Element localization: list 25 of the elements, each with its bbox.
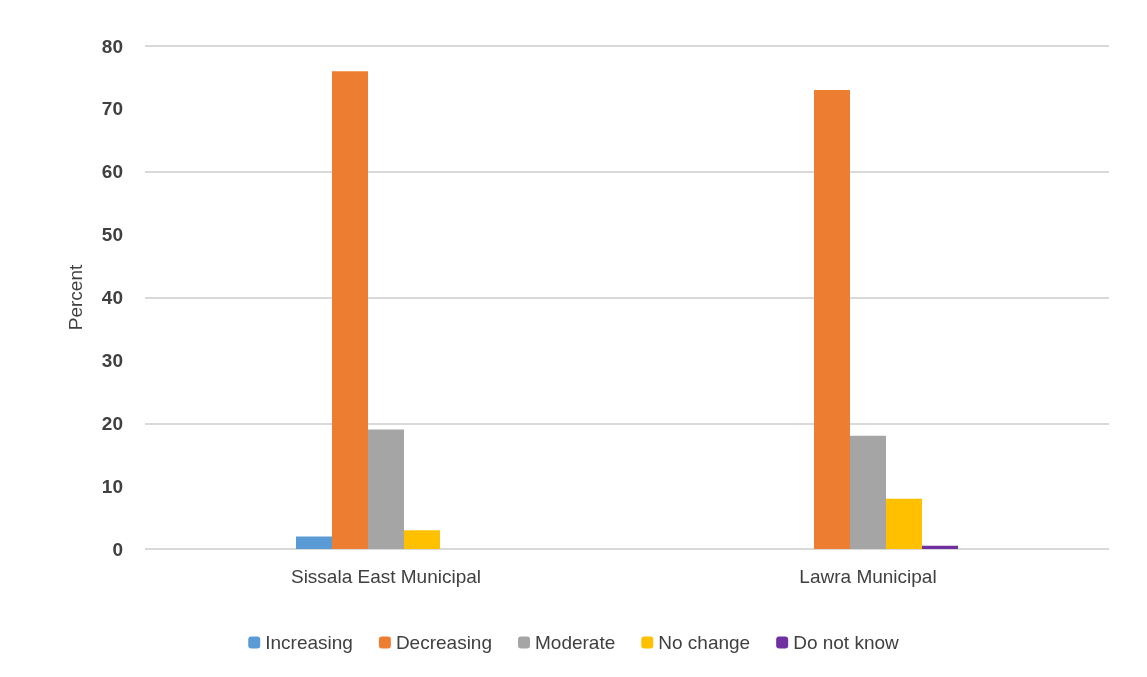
bar: [368, 429, 404, 549]
bar: [886, 498, 922, 549]
bar: [404, 530, 440, 549]
y-tick-label: 50: [101, 224, 123, 246]
x-tick-label: Lawra Municipal: [799, 566, 937, 587]
bar: [850, 435, 886, 549]
y-tick-label: 10: [101, 475, 123, 497]
legend-label: Decreasing: [395, 632, 492, 653]
bar: [332, 71, 368, 549]
y-tick-label: 20: [101, 412, 123, 434]
legend-label: No change: [658, 632, 751, 653]
y-tick-label: 30: [101, 349, 123, 371]
y-tick-label: 80: [101, 35, 123, 57]
y-tick-label: 70: [101, 98, 123, 120]
legend-label: Increasing: [265, 632, 353, 653]
y-tick-label: 60: [101, 161, 123, 183]
x-tick-label: Sissala East Municipal: [290, 566, 482, 587]
legend-label: Moderate: [534, 632, 616, 653]
bar: [296, 536, 332, 549]
y-tick-label: 0: [112, 538, 123, 560]
y-axis-title: Percent: [65, 264, 86, 331]
bar: [922, 545, 958, 549]
y-tick-label: 40: [101, 287, 123, 308]
bar: [814, 90, 850, 549]
legend-label: Do not know: [793, 632, 900, 653]
